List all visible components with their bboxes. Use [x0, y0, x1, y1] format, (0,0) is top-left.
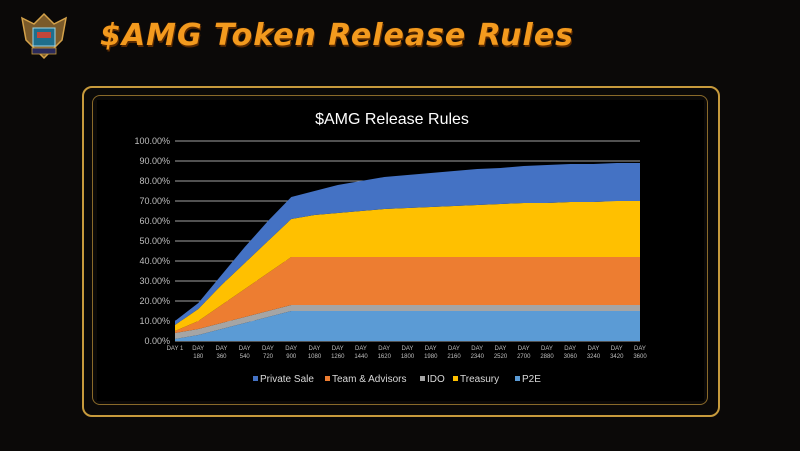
x-tick-label: DAY 1620 [378, 346, 392, 360]
x-tick-label: DAY 1440 [354, 346, 368, 360]
y-tick-label: 80.00% [139, 176, 170, 186]
x-tick-label: DAY 180 [192, 346, 204, 360]
y-tick-label: 60.00% [139, 216, 170, 226]
x-tick-label: DAY 2700 [517, 346, 531, 360]
plot-areas [175, 163, 640, 341]
chart-title: $AMG Release Rules [315, 111, 469, 128]
y-tick-label: 10.00% [139, 316, 170, 326]
legend-item-p2e: P2E [515, 374, 541, 385]
x-tick-label: DAY 3600 [633, 346, 647, 360]
x-tick-label: DAY 360 [216, 346, 228, 360]
y-axis: 0.00% 10.00% 20.00% 30.00% 40.00% 50.00% 60.00… [134, 136, 170, 346]
page-title: $AMG Token Release Rules [100, 18, 575, 53]
x-tick-label: DAY 1260 [331, 346, 345, 360]
y-tick-label: 100.00% [134, 136, 170, 146]
series-area-private-sale [175, 163, 640, 325]
y-tick-label: 50.00% [139, 236, 170, 246]
x-tick-label: DAY 2340 [471, 346, 485, 360]
x-tick-label: DAY 900 [285, 346, 297, 360]
legend-swatch [325, 376, 330, 381]
x-tick-label: DAY 540 [239, 346, 251, 360]
y-tick-label: 0.00% [144, 336, 170, 346]
y-tick-label: 70.00% [139, 196, 170, 206]
legend-swatch [453, 376, 458, 381]
frame-outer [82, 86, 720, 417]
legend: Private Sale Team & Advisors IDO Treasury P2… [253, 374, 541, 385]
y-tick-label: 20.00% [139, 296, 170, 306]
y-tick-label: 40.00% [139, 256, 170, 266]
legend-label: Team & Advisors [332, 374, 406, 385]
series-area-team-advisors [175, 257, 640, 333]
legend-item-treasury: Treasury [453, 374, 499, 385]
x-tick-label: DAY 1080 [308, 346, 322, 360]
legend-label: P2E [522, 374, 541, 385]
legend-item-team-advisors: Team & Advisors [325, 374, 406, 385]
x-tick-label: DAY 2520 [494, 346, 508, 360]
series-area-treasury [175, 201, 640, 331]
frame-inner [92, 95, 708, 405]
legend-swatch [420, 376, 425, 381]
x-tick-label: DAY 3060 [564, 346, 578, 360]
legend-item-ido: IDO [420, 374, 445, 385]
x-tick-label: DAY 3420 [610, 346, 624, 360]
series-area-ido [175, 305, 640, 339]
x-tick-label: DAY 2160 [447, 346, 461, 360]
x-tick-label: DAY 3240 [587, 346, 601, 360]
legend-label: Private Sale [260, 374, 314, 385]
x-axis: DAY 1 DAY 180 DAY 360 DAY 540 DAY 720 DAY 900 DAY 10… [167, 346, 648, 360]
legend-swatch [515, 376, 520, 381]
legend-swatch [253, 376, 258, 381]
y-tick-label: 90.00% [139, 156, 170, 166]
x-tick-label: DAY 1 [167, 346, 184, 352]
x-tick-label: DAY 1800 [401, 346, 415, 360]
x-tick-label: DAY 720 [262, 346, 274, 360]
x-tick-label: DAY 2880 [540, 346, 554, 360]
legend-label: Treasury [460, 374, 499, 385]
logo [18, 10, 70, 62]
legend-label: IDO [427, 374, 445, 385]
shield-crest-icon [20, 12, 68, 60]
legend-item-private-sale: Private Sale [253, 374, 314, 385]
y-tick-label: 30.00% [139, 276, 170, 286]
x-tick-label: DAY 1980 [424, 346, 438, 360]
series-area-p2e [175, 311, 640, 341]
